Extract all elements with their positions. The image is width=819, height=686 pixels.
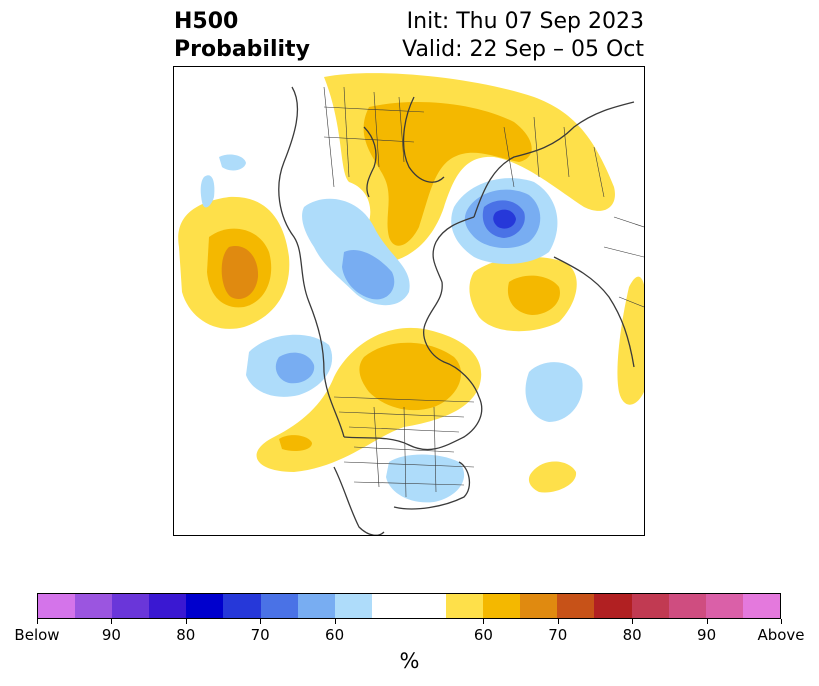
above-region-southwest [279,435,312,451]
probability-map [173,66,645,536]
colorbar-tick-label: 60 [325,626,345,644]
map-title: H500 Probability [174,8,310,64]
colorbar-segment [260,594,298,618]
colorbar-tick-mark [334,619,336,624]
above-region-north-core [363,102,532,246]
colorbar-tick-mark [632,619,634,624]
colorbar-tick-label: 70 [250,626,270,644]
colorbar-tick-mark [111,619,113,624]
above-region-canada-core [359,342,462,411]
colorbar-tick-mark [37,619,38,624]
below-region-pacific-ne-core [275,352,315,384]
below-region-polar-peak [493,209,516,229]
colorbar-segment [223,594,261,618]
colorbar-tick-label: 70 [548,626,568,644]
colorbar-segment [446,594,484,618]
colorbar-tick-label: Below [14,626,60,644]
below-region-bering-strip [200,175,215,208]
colorbar-segment [75,594,113,618]
below-region-alaska-core [342,249,395,300]
colorbar-tick-label: 80 [622,626,642,644]
colorbar-tick-labels: Below 90 80 70 60 60 70 80 90 Above [0,626,819,646]
colorbar-tick-label: 80 [176,626,196,644]
colorbar-segment [334,594,372,618]
init-date: Init: Thu 07 Sep 2023 [406,9,644,34]
colorbar-tick-label: Above [757,626,805,644]
colorbar-tick-mark [706,619,708,624]
colorbar-segment [557,594,595,618]
colorbar-segment [371,594,409,618]
coastlines [278,86,635,535]
colorbar-tick-label: 90 [697,626,717,644]
colorbar-segment [520,594,558,618]
colorbar-segment [668,594,706,618]
colorbar [37,593,781,619]
colorbar-segment [38,594,76,618]
map-canvas [178,73,644,535]
colorbar-tick-mark [781,619,782,624]
colorbar-segment [149,594,187,618]
colorbar-tick-mark [185,619,187,624]
colorbar-unit: % [399,649,420,673]
valid-range: Valid: 22 Sep – 05 Oct [402,37,644,62]
colorbar-segment [408,594,447,618]
title-variable: H500 [174,9,239,34]
colorbar-tick-mark [557,619,559,624]
above-region-east-core [507,275,560,315]
colorbar-segment [631,594,669,618]
colorbar-tick-label: 90 [101,626,121,644]
below-region-atlantic [525,362,583,422]
colorbar-segment [112,594,150,618]
colorbar-tick-label: 60 [473,626,493,644]
above-region-atlantic [528,461,577,493]
colorbar-tick-mark [260,619,262,624]
map-dates: Init: Thu 07 Sep 2023 Valid: 22 Sep – 05… [402,8,644,64]
above-region-right-edge [617,276,644,405]
title-product: Probability [174,37,310,62]
colorbar-segment [594,594,632,618]
colorbar-segment [705,594,743,618]
colorbar-segment [186,594,224,618]
below-region-southeast-us [386,454,465,503]
political-borders [323,86,644,498]
above-region-pacific-peak [221,246,259,299]
colorbar-segment [297,594,335,618]
below-region-bering [219,154,246,171]
colorbar-segment [483,594,521,618]
colorbar-segment [742,594,780,618]
colorbar-tick-mark [483,619,485,624]
